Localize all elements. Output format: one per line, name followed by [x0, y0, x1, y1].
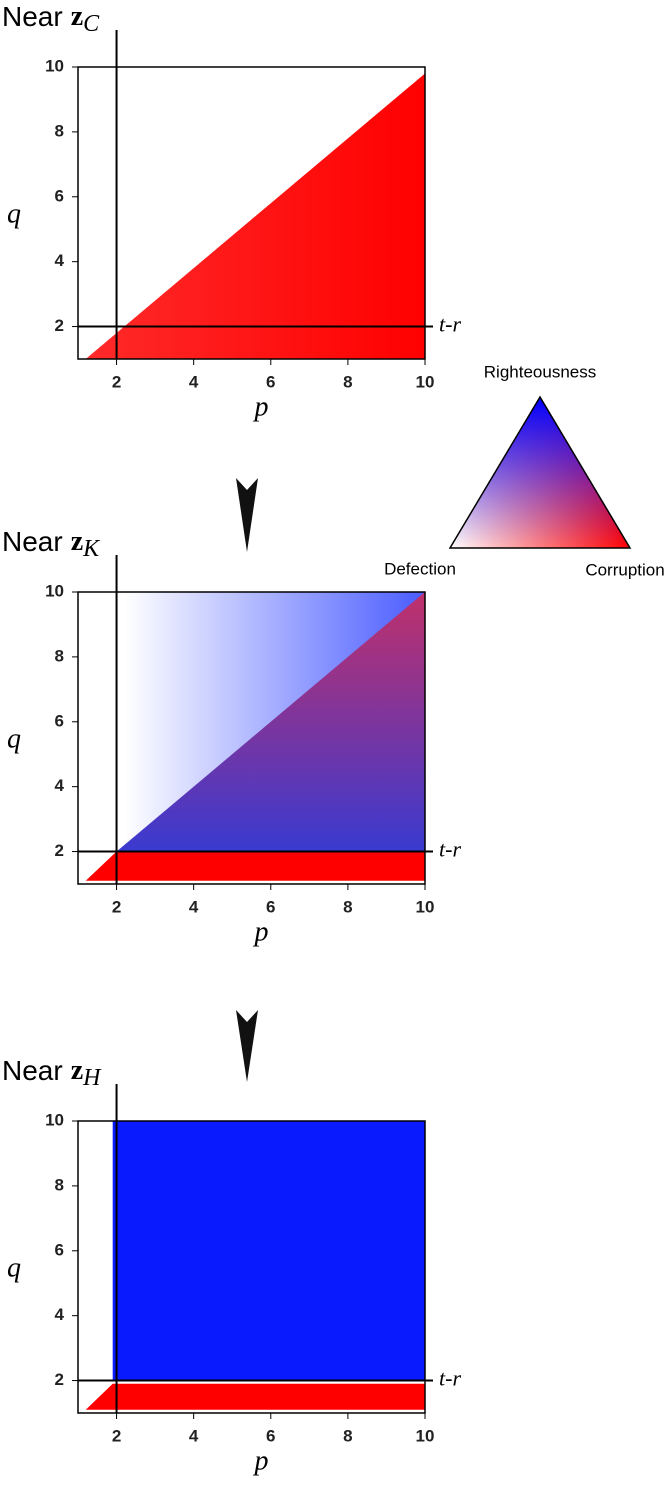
y-tick-label: 10	[45, 581, 64, 600]
y-tick-label: 4	[55, 251, 65, 270]
plot-frame	[77, 1120, 426, 1414]
legend-top-label: Righteousness	[484, 362, 596, 381]
x-tick-label: 8	[343, 1426, 352, 1445]
plot-frame	[77, 66, 426, 360]
x-tick-label: 10	[416, 372, 435, 391]
y-tick-label: 2	[55, 316, 64, 335]
legend-right-label: Corruption	[585, 560, 664, 579]
ternary-legend: Righteousness Defection Corruption	[384, 362, 665, 579]
y-tick-label: 6	[55, 1240, 64, 1259]
reference-label: t-r	[439, 1366, 461, 1391]
region	[85, 1383, 425, 1410]
legend-left-label: Defection	[384, 559, 456, 578]
region	[112, 1121, 425, 1381]
panel: 2 4 6 8 10 2 4 6 8 10 t-r p q Near zK	[2, 526, 461, 947]
panel-title: Near zK	[2, 526, 101, 561]
title-subscript: K	[82, 536, 101, 562]
y-tick-label: 10	[45, 56, 64, 75]
x-tick-label: 10	[416, 897, 435, 916]
title-subscript: H	[82, 1065, 102, 1091]
y-axis-label: q	[7, 198, 21, 229]
title-symbol: z	[71, 1055, 83, 1086]
x-tick-label: 2	[112, 372, 121, 391]
x-tick-label: 6	[266, 372, 275, 391]
panel: 2 4 6 8 10 2 4 6 8 10 t-r p q Near zC	[2, 1, 461, 422]
x-tick-label: 8	[343, 372, 352, 391]
title-symbol: z	[71, 526, 83, 557]
reference-label: t-r	[439, 837, 461, 862]
x-axis-label: p	[253, 1445, 269, 1476]
title-text: Near	[2, 526, 63, 557]
y-tick-label: 2	[55, 841, 64, 860]
x-tick-label: 10	[416, 1426, 435, 1445]
arrow	[236, 1010, 258, 1082]
x-axis-label: p	[253, 391, 269, 422]
x-tick-label: 2	[112, 1426, 121, 1445]
title-symbol: z	[71, 1, 83, 32]
x-tick-label: 4	[189, 1426, 199, 1445]
y-tick-label: 2	[55, 1370, 64, 1389]
panel-title: Near zH	[2, 1055, 102, 1090]
x-tick-label: 6	[266, 897, 275, 916]
x-tick-label: 2	[112, 897, 121, 916]
x-tick-label: 8	[343, 897, 352, 916]
title-text: Near	[2, 1055, 63, 1086]
reference-label: t-r	[439, 312, 461, 337]
y-tick-label: 4	[55, 776, 65, 795]
y-axis-label: q	[7, 1252, 21, 1283]
y-tick-label: 8	[55, 121, 64, 140]
x-tick-label: 4	[189, 372, 199, 391]
arrow	[236, 478, 258, 552]
panel: 2 4 6 8 10 2 4 6 8 10 t-r p q Near zH	[2, 1055, 461, 1476]
panel-title: Near zC	[2, 1, 100, 36]
title-text: Near	[2, 1, 63, 32]
x-axis-label: p	[253, 916, 269, 947]
y-tick-label: 6	[55, 186, 64, 205]
plot-frame	[77, 591, 426, 885]
y-tick-label: 10	[45, 1110, 64, 1129]
y-tick-label: 6	[55, 711, 64, 730]
title-subscript: C	[83, 11, 100, 37]
y-axis-label: q	[7, 723, 21, 754]
y-tick-label: 4	[55, 1305, 65, 1324]
region	[116, 592, 426, 852]
x-tick-label: 4	[189, 897, 199, 916]
legend-outline	[448, 395, 632, 549]
region	[85, 851, 425, 881]
x-tick-label: 6	[266, 1426, 275, 1445]
y-tick-label: 8	[55, 646, 64, 665]
legend-triangle-top	[450, 397, 630, 548]
region	[85, 73, 425, 359]
y-tick-label: 8	[55, 1175, 64, 1194]
